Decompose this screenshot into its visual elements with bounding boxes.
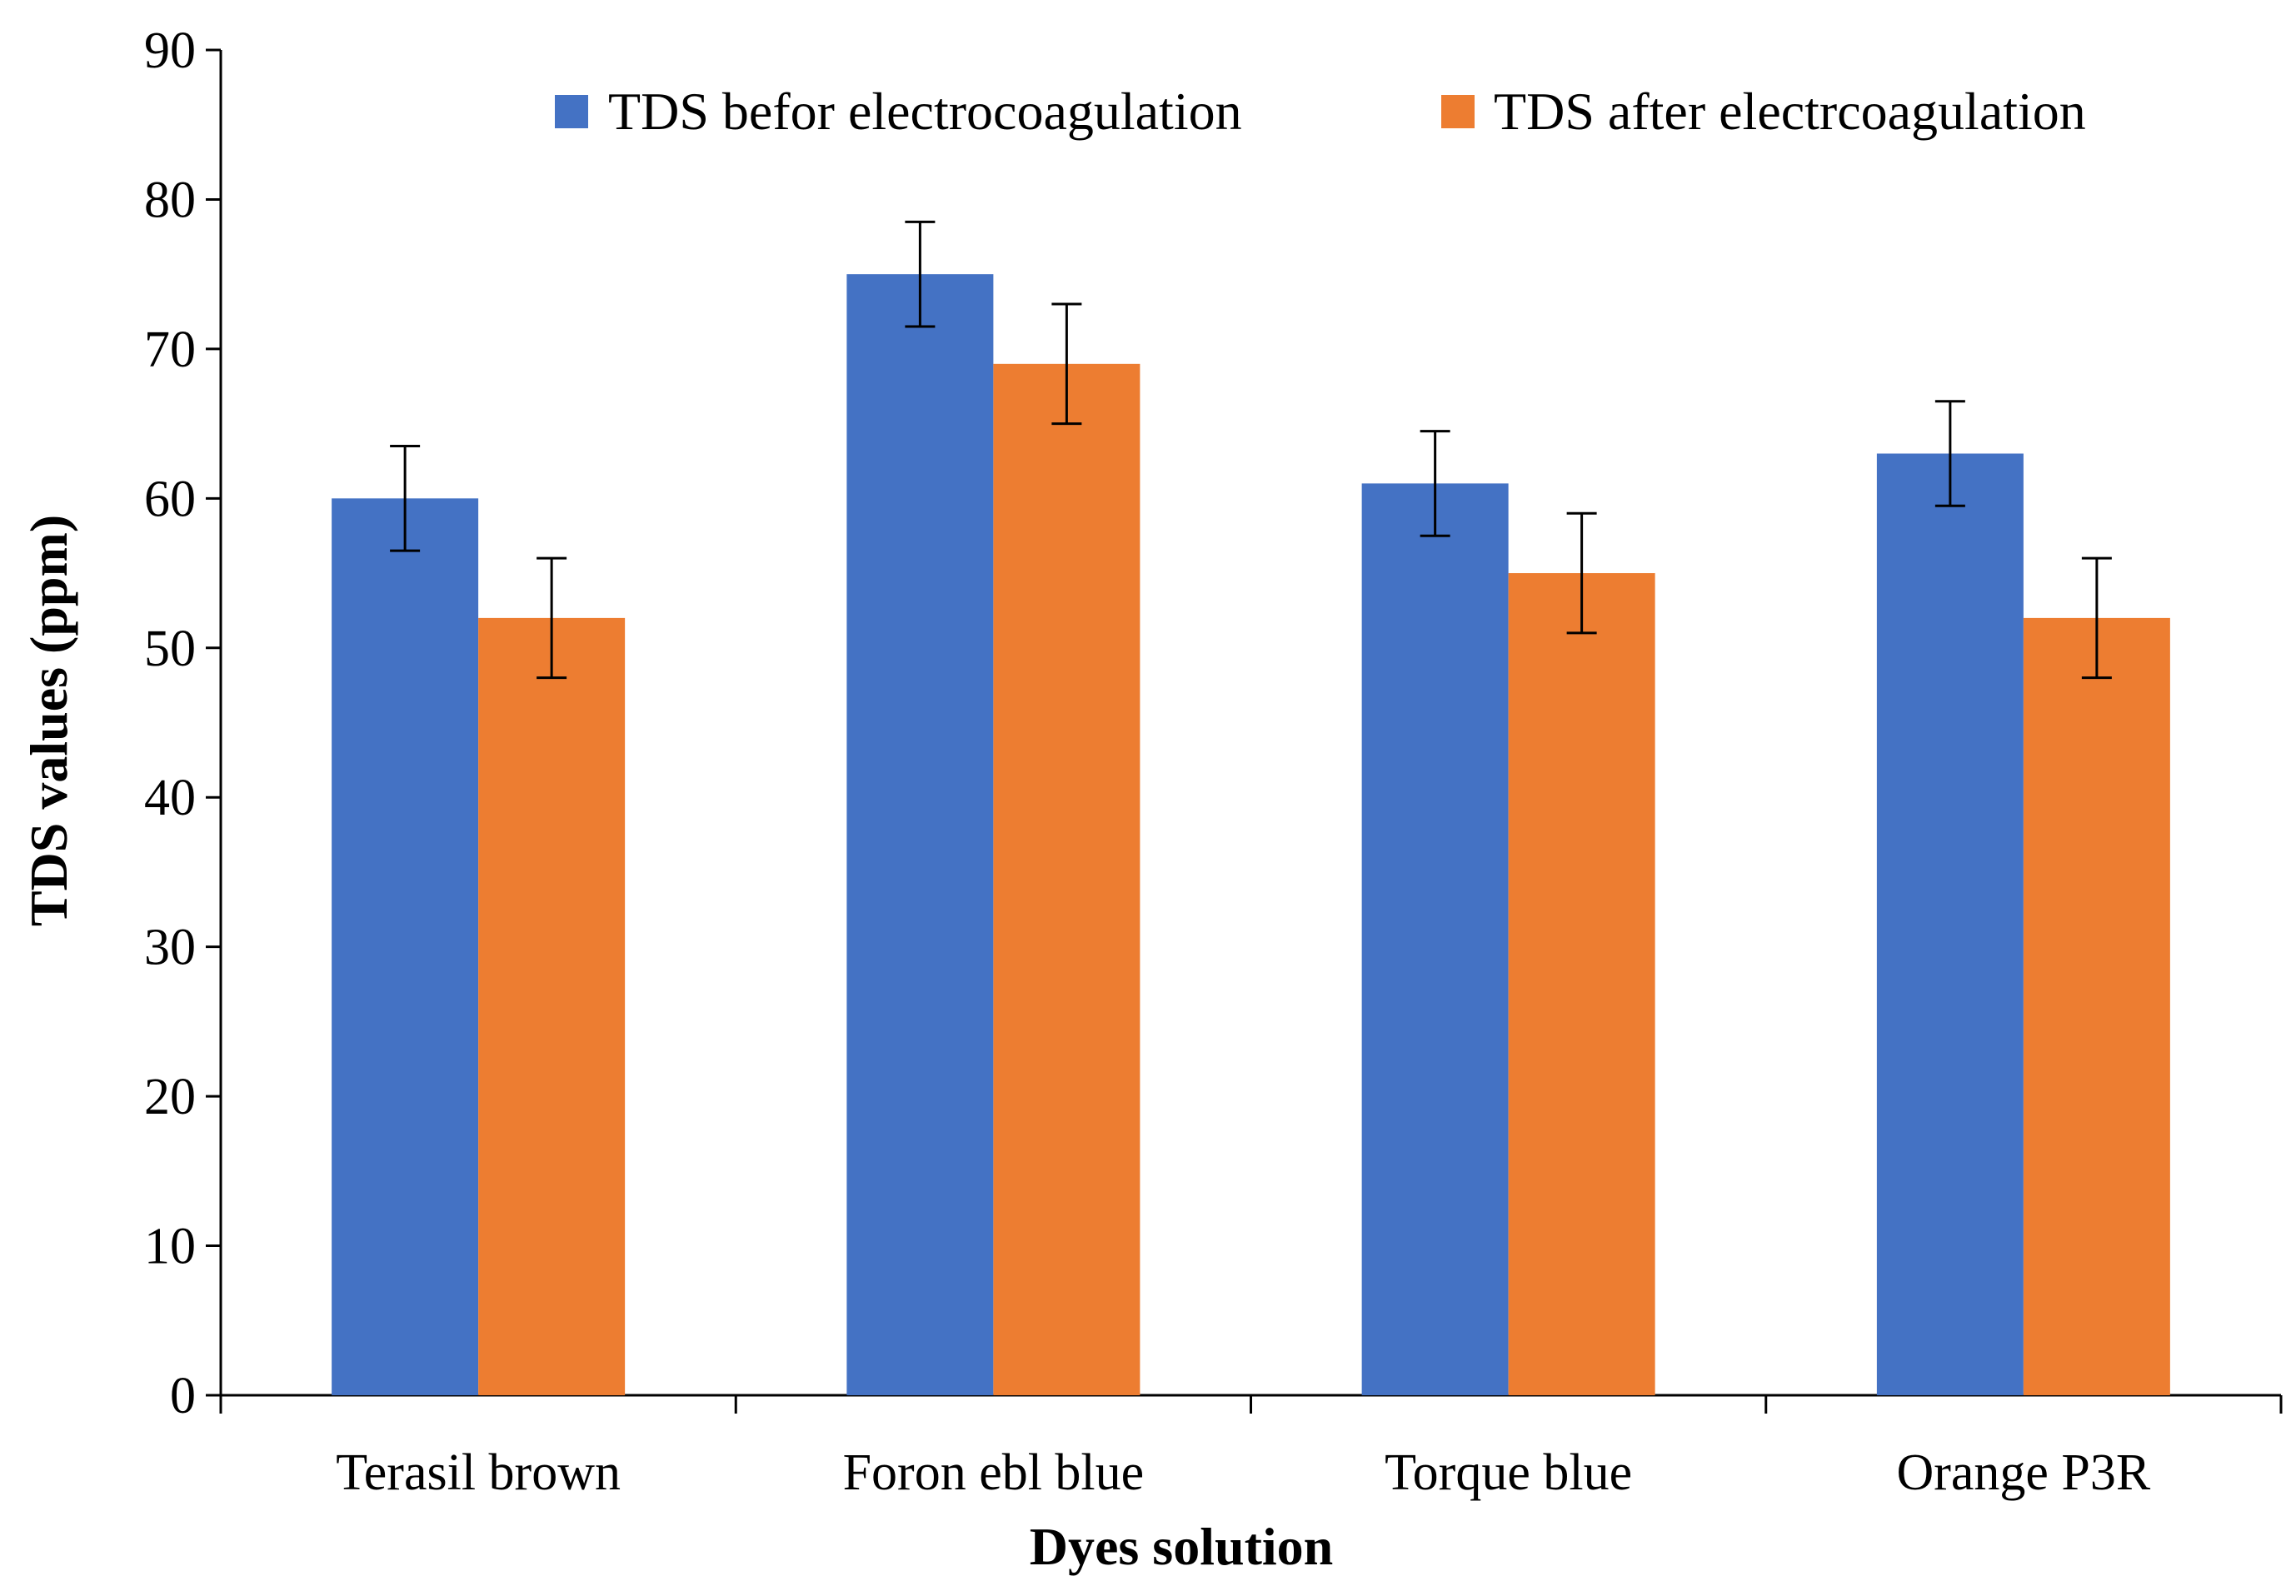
- legend-swatch-after: [1441, 95, 1475, 128]
- y-tick-label-10: 10: [144, 1219, 196, 1275]
- bar-after-2: [1508, 573, 1655, 1395]
- bar-after-1: [993, 363, 1141, 1395]
- error-bars: [390, 220, 2112, 680]
- tick-labels: 0 10 20 30 40 50 60 70 80 90 Terasil brown Foron eb…: [144, 22, 2151, 1501]
- y-tick-label-20: 20: [144, 1069, 196, 1125]
- y-tick-label-70: 70: [144, 322, 196, 378]
- bar-after-3: [2023, 617, 2170, 1395]
- x-category-label-1: Foron ebl blue: [843, 1444, 1145, 1501]
- x-category-label-2: Torque blue: [1385, 1444, 1632, 1501]
- y-tick-label-80: 80: [144, 172, 196, 228]
- x-category-label-3: Orange P3R: [1896, 1444, 2150, 1501]
- y-tick-label-0: 0: [170, 1368, 196, 1424]
- y-tick-label-90: 90: [144, 22, 196, 79]
- y-tick-label-40: 40: [144, 770, 196, 826]
- y-tick-label-30: 30: [144, 920, 196, 976]
- bar-after-0: [478, 617, 626, 1395]
- bar-before-0: [332, 498, 479, 1396]
- legend-label-before: TDS befor electrocoagulation: [608, 82, 1242, 141]
- y-tick-label-50: 50: [144, 621, 196, 677]
- y-axis-title: TDS values (ppm): [19, 515, 78, 926]
- legend-label-after: TDS after electrcoagulation: [1494, 82, 2086, 141]
- bars: [332, 274, 2170, 1396]
- bar-before-1: [846, 274, 994, 1396]
- x-category-label-0: Terasil brown: [336, 1444, 621, 1501]
- legend: TDS befor electrocoagulation TDS after e…: [555, 82, 2086, 141]
- legend-swatch-before: [555, 95, 588, 128]
- x-axis-title: Dyes solution: [1030, 1517, 1334, 1576]
- bar-before-3: [1876, 453, 2024, 1395]
- bar-before-2: [1361, 483, 1509, 1395]
- y-tick-label-60: 60: [144, 471, 196, 527]
